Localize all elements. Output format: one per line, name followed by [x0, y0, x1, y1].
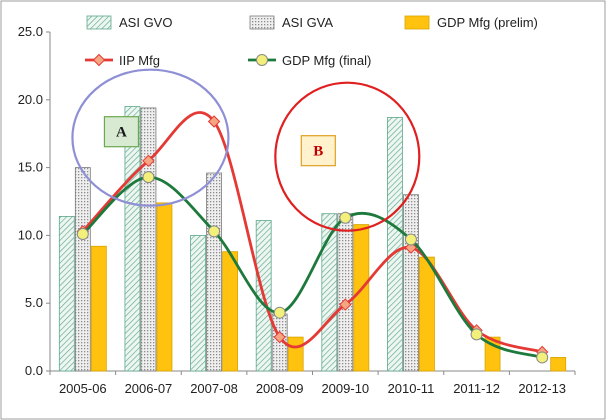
bar — [550, 357, 567, 372]
x-tick-label: 2011-12 — [453, 381, 500, 396]
bar — [321, 213, 338, 372]
line-point — [273, 330, 286, 344]
annotation-ring — [71, 68, 230, 207]
series-line — [81, 111, 544, 354]
legend-marker — [92, 53, 106, 67]
legend-swatch — [404, 15, 430, 30]
legend-swatch — [249, 15, 275, 30]
y-tick-label: 20.0 — [18, 92, 43, 107]
bar — [387, 117, 403, 372]
annotation-label: B — [313, 144, 323, 160]
line-point — [536, 351, 549, 364]
y-tick-label: 15.0 — [18, 160, 43, 175]
bar — [140, 107, 157, 372]
bar — [58, 216, 75, 372]
x-tick-label: 2007-08 — [190, 381, 238, 396]
x-tick-label: 2012-13 — [518, 381, 566, 396]
bar — [206, 172, 222, 372]
y-tick-label: 5.0 — [25, 295, 43, 310]
legend-label: IIP Mfg — [119, 53, 160, 68]
line-point — [273, 306, 286, 319]
line-point — [207, 115, 221, 128]
x-tick-label: 2009-10 — [321, 381, 369, 396]
bar — [156, 202, 173, 372]
line-point — [208, 225, 221, 238]
bar — [90, 245, 107, 372]
x-tick-label: 2008-09 — [256, 381, 304, 396]
legend-label: ASI GVA — [282, 15, 333, 30]
annotation-box — [103, 116, 140, 148]
legend-label: GDP Mfg (final) — [282, 53, 371, 68]
bar — [190, 234, 206, 372]
line-point — [470, 328, 483, 341]
line-point — [142, 171, 155, 184]
annotation-box — [300, 135, 336, 167]
x-tick-label: 2005-06 — [59, 381, 107, 396]
line-point — [339, 298, 352, 311]
line-point — [339, 211, 352, 224]
y-tick-label: 0.0 — [25, 363, 43, 378]
annotation-ring — [274, 81, 421, 232]
legend-label: ASI GVO — [119, 15, 172, 30]
line-point — [404, 233, 417, 246]
bar — [403, 194, 419, 372]
legend-marker — [256, 54, 268, 66]
bar — [222, 251, 238, 372]
x-tick-label: 2010-11 — [388, 381, 435, 396]
legend-swatch — [86, 15, 112, 30]
bar — [74, 167, 91, 372]
line-point — [404, 241, 418, 254]
bar — [353, 224, 370, 372]
y-tick-label: 25.0 — [18, 24, 43, 39]
legend-label: GDP Mfg (prelim) — [437, 15, 538, 30]
bar — [419, 256, 435, 372]
line-point — [142, 154, 155, 168]
bar — [337, 213, 354, 372]
annotation-label: A — [116, 125, 127, 141]
line-point — [76, 228, 89, 241]
x-tick-label: 2006-07 — [125, 381, 173, 396]
series-line — [81, 175, 544, 359]
bar — [287, 336, 304, 372]
y-tick-label: 10.0 — [18, 227, 43, 242]
